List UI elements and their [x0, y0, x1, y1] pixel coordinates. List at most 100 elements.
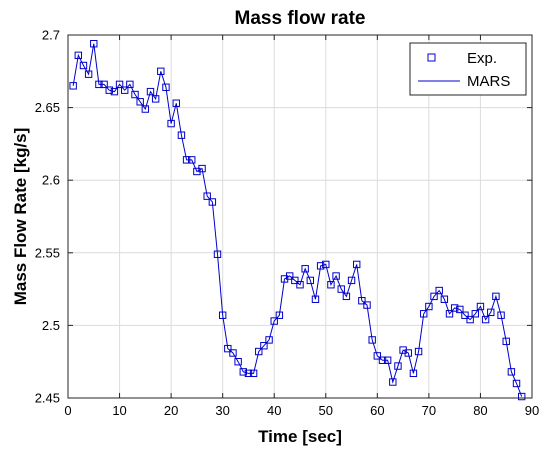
- x-tick-label: 0: [64, 403, 71, 418]
- data-point: [213, 250, 222, 258]
- data-point: [151, 95, 160, 103]
- plot-border: [67, 34, 533, 399]
- data-point: [265, 336, 273, 344]
- x-tick-label: 80: [473, 403, 487, 418]
- data-point: [249, 369, 258, 378]
- x-axis-label: Time [sec]: [258, 427, 342, 446]
- data-point: [507, 368, 516, 376]
- chart-title: Mass flow rate: [235, 8, 366, 29]
- legend-label-mars: MARS: [467, 73, 510, 90]
- data-point: [229, 349, 237, 357]
- data-point: [368, 336, 376, 344]
- x-tick-label: 10: [112, 403, 126, 418]
- data-point: [177, 131, 186, 139]
- data-point: [90, 40, 98, 48]
- data-point: [69, 82, 77, 90]
- data-point: [487, 308, 495, 317]
- data-point: [409, 369, 418, 378]
- data-point: [347, 276, 356, 285]
- data-point: [383, 356, 392, 364]
- data-point: [162, 83, 170, 91]
- legend: Exp. MARS: [409, 42, 527, 96]
- data-point: [198, 164, 206, 173]
- data-point: [414, 347, 423, 356]
- data-point: [105, 86, 113, 94]
- data-point: [476, 302, 485, 311]
- data-point: [167, 119, 175, 128]
- data-point: [445, 310, 454, 318]
- data-point: [471, 310, 479, 318]
- data-point: [141, 105, 150, 113]
- grid: [68, 35, 532, 398]
- data-point: [466, 315, 474, 324]
- data-point: [100, 80, 108, 89]
- data-point: [502, 337, 510, 346]
- x-tick-label: 90: [525, 403, 539, 418]
- legend-box: [409, 42, 527, 96]
- legend-marker-exp: [427, 53, 436, 62]
- data-point: [182, 156, 191, 164]
- data-point: [353, 260, 361, 269]
- data-point: [121, 86, 129, 94]
- data-point: [270, 317, 278, 325]
- data-point: [260, 342, 268, 350]
- data-point: [172, 99, 180, 107]
- y-tick-label: 2.65: [35, 100, 60, 115]
- data-point: [208, 198, 217, 206]
- data-point: [373, 352, 382, 360]
- data-point: [440, 295, 449, 303]
- data-point: [327, 281, 335, 289]
- data-point: [79, 61, 88, 70]
- data-point: [291, 276, 299, 285]
- data-point: [389, 378, 397, 386]
- x-tick-label: 50: [319, 403, 333, 418]
- x-tick-label: 30: [215, 403, 229, 418]
- data-point: [84, 70, 93, 78]
- data-point: [420, 310, 428, 318]
- data-point: [74, 51, 83, 60]
- data-point: [234, 358, 242, 366]
- data-point: [110, 87, 119, 96]
- data-point: [301, 265, 309, 273]
- data-point: [126, 80, 134, 89]
- data-point: [425, 302, 433, 311]
- data-point: [285, 272, 294, 280]
- data-point: [296, 281, 304, 289]
- data-point: [316, 262, 325, 270]
- y-tick-label: 2.5: [42, 318, 60, 333]
- data-point: [378, 356, 387, 364]
- data-point: [435, 286, 443, 295]
- data-point: [456, 305, 464, 314]
- series-layer: [69, 40, 526, 401]
- data-point: [492, 292, 500, 301]
- data-point: [497, 311, 505, 319]
- data-point: [306, 276, 315, 285]
- data-point: [430, 292, 438, 301]
- data-point: [311, 295, 320, 303]
- x-tick-label: 70: [422, 403, 436, 418]
- data-point: [358, 297, 366, 305]
- data-point: [342, 292, 351, 301]
- data-point: [275, 311, 284, 319]
- data-point: [218, 311, 227, 319]
- y-tick-label: 2.7: [42, 28, 60, 43]
- x-tick-label: 40: [267, 403, 281, 418]
- series-line-mars: [72, 43, 523, 397]
- data-point: [363, 301, 371, 309]
- data-point: [239, 368, 247, 376]
- data-point: [322, 260, 330, 269]
- data-point: [481, 315, 490, 324]
- data-point: [512, 379, 521, 388]
- y-tick-label: 2.6: [42, 173, 60, 188]
- data-point: [188, 156, 196, 164]
- data-point: [131, 90, 139, 99]
- data-point: [461, 311, 469, 319]
- data-point: [517, 392, 526, 401]
- data-point: [337, 285, 345, 293]
- y-tick-label: 2.45: [35, 391, 60, 406]
- data-point: [394, 362, 402, 370]
- y-axis-label: Mass Flow Rate [kg/s]: [11, 128, 30, 306]
- data-point: [115, 80, 124, 89]
- data-point: [203, 192, 211, 200]
